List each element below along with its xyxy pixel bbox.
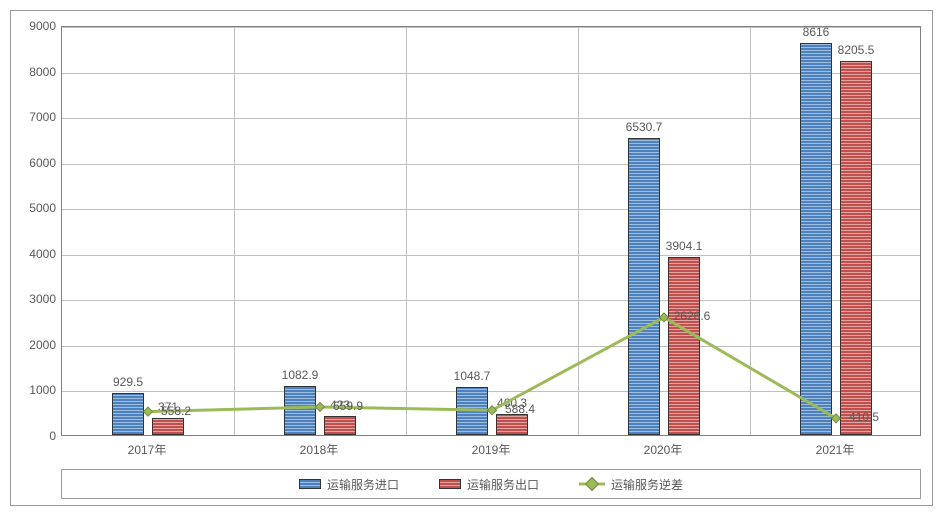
y-tick-label: 8000 [16, 65, 56, 79]
y-tick-label: 5000 [16, 201, 56, 215]
legend: 运输服务进口 运输服务出口 运输服务逆差 [61, 469, 921, 499]
y-tick-label: 4000 [16, 247, 56, 261]
gridline [62, 164, 920, 165]
line-series [62, 27, 920, 435]
line-deficit-label: 659.9 [333, 399, 363, 413]
legend-label-import: 运输服务进口 [327, 476, 399, 493]
category-divider [406, 27, 407, 435]
chart-container: 929.51082.91048.76530.78616371423460.339… [10, 10, 933, 506]
bar-export-label: 8205.5 [838, 43, 875, 57]
x-tick-label: 2019年 [472, 441, 511, 458]
line-deficit-label: 410.5 [849, 410, 879, 424]
legend-label-deficit: 运输服务逆差 [611, 476, 683, 493]
bar-export [496, 414, 528, 435]
legend-item-export: 运输服务出口 [439, 476, 539, 493]
bar-import [112, 393, 144, 435]
gridline [62, 209, 920, 210]
gridline [62, 255, 920, 256]
bar-import [284, 386, 316, 435]
bar-import [800, 43, 832, 436]
bar-import [456, 387, 488, 435]
y-tick-label: 7000 [16, 110, 56, 124]
bar-import-label: 1082.9 [282, 368, 319, 382]
bar-export [840, 61, 872, 435]
gridline [62, 346, 920, 347]
legend-item-import: 运输服务进口 [299, 476, 399, 493]
y-tick-label: 9000 [16, 19, 56, 33]
bar-import [628, 138, 660, 436]
legend-label-export: 运输服务出口 [467, 476, 539, 493]
bar-export [668, 257, 700, 435]
y-tick-label: 2000 [16, 338, 56, 352]
y-tick-label: 6000 [16, 156, 56, 170]
legend-swatch-import-icon [299, 479, 321, 489]
y-tick-label: 0 [16, 429, 56, 443]
x-tick-label: 2021年 [816, 441, 855, 458]
bar-export [324, 416, 356, 435]
bar-import-label: 929.5 [113, 375, 143, 389]
category-divider [578, 27, 579, 435]
y-tick-label: 1000 [16, 383, 56, 397]
gridline [62, 118, 920, 119]
x-tick-label: 2017年 [128, 441, 167, 458]
bar-import-label: 6530.7 [626, 120, 663, 134]
legend-item-deficit: 运输服务逆差 [579, 476, 683, 493]
x-tick-label: 2018年 [300, 441, 339, 458]
plot-area: 929.51082.91048.76530.78616371423460.339… [61, 26, 921, 436]
y-tick-label: 3000 [16, 292, 56, 306]
bar-export [152, 418, 184, 435]
legend-swatch-deficit-icon [579, 478, 605, 490]
bar-export-label: 3904.1 [666, 239, 703, 253]
gridline [62, 73, 920, 74]
legend-swatch-export-icon [439, 479, 461, 489]
gridline [62, 27, 920, 28]
category-divider [750, 27, 751, 435]
line-deficit-label: 2626.6 [674, 309, 711, 323]
line-deficit-label: 558.2 [161, 404, 191, 418]
line-deficit-label: 588.4 [505, 402, 535, 416]
gridline [62, 300, 920, 301]
gridline [62, 391, 920, 392]
bar-import-label: 1048.7 [454, 369, 491, 383]
bar-import-label: 8616 [803, 25, 830, 39]
x-tick-label: 2020年 [644, 441, 683, 458]
category-divider [234, 27, 235, 435]
